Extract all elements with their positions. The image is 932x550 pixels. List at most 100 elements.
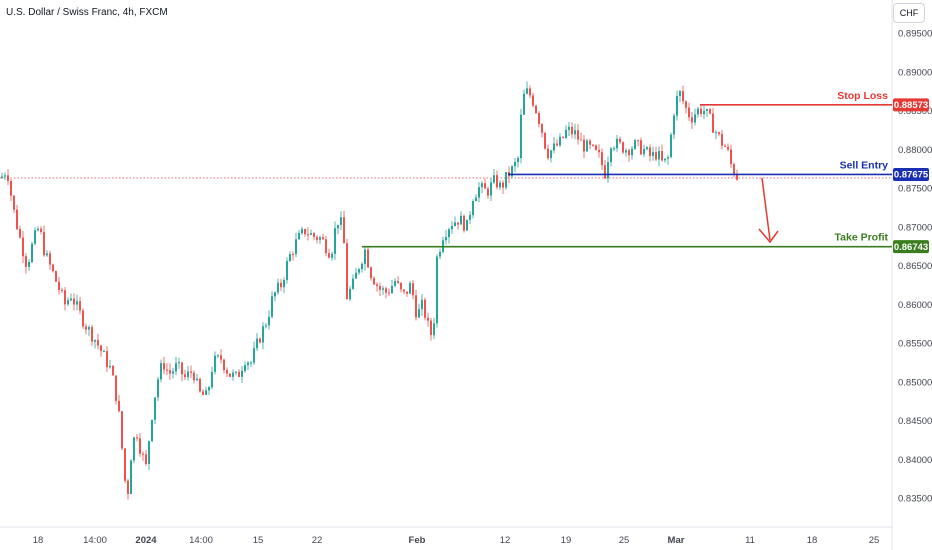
candle — [700, 105, 702, 117]
price-badge — [893, 167, 929, 181]
candle — [100, 344, 102, 357]
candle — [511, 164, 513, 179]
candle — [601, 148, 603, 170]
time-tick: 18 — [807, 535, 818, 546]
candle — [4, 172, 6, 181]
candle — [427, 312, 429, 327]
candle — [184, 369, 186, 380]
candle — [445, 230, 447, 245]
candle — [364, 245, 366, 271]
candle — [592, 144, 594, 147]
candle — [223, 358, 225, 374]
candle — [682, 85, 684, 105]
time-scale[interactable]: 18 14:00 2024 14:00 15 22 Feb 12 19 25 Mar 11 18 25 — [33, 535, 880, 546]
candle — [604, 160, 606, 180]
candle — [376, 282, 378, 292]
candle — [724, 143, 726, 148]
candle — [265, 322, 267, 329]
time-tick: 18 — [33, 535, 44, 546]
candle — [19, 225, 21, 239]
candles — [1, 81, 738, 500]
candle — [487, 186, 489, 200]
candle — [406, 291, 408, 297]
candle — [553, 136, 555, 154]
candle — [250, 360, 252, 367]
price-tick: 0.87500 — [898, 184, 932, 195]
candle — [490, 178, 492, 201]
candle — [61, 287, 63, 294]
candle — [559, 133, 561, 148]
candle — [313, 232, 315, 241]
candle — [607, 156, 609, 183]
price-scale[interactable]: 0.89500 0.89000 0.88500 0.88000 0.87500 0.870… — [898, 29, 932, 505]
candle — [283, 277, 285, 293]
candle — [460, 211, 462, 225]
candle — [664, 158, 666, 163]
currency-button[interactable]: CHF — [893, 3, 925, 23]
candle — [145, 449, 147, 466]
candle — [187, 366, 189, 381]
candle — [10, 178, 12, 202]
level-label: Sell Entry — [840, 159, 889, 171]
candle — [88, 325, 90, 337]
candle — [94, 339, 96, 349]
candle — [208, 385, 210, 395]
candle — [325, 235, 327, 257]
price-tick: 0.89500 — [898, 29, 932, 40]
candle — [76, 294, 78, 311]
candle — [709, 107, 711, 115]
candle — [355, 267, 357, 279]
candle — [463, 214, 465, 233]
candle — [649, 144, 651, 162]
candle — [235, 371, 237, 376]
candle — [565, 125, 567, 140]
candle — [190, 365, 192, 378]
candle — [628, 148, 630, 162]
candle — [112, 364, 114, 376]
candle — [31, 241, 33, 264]
candle — [676, 90, 678, 121]
price-tick: 0.88000 — [898, 145, 932, 156]
candle — [148, 440, 150, 471]
candle — [319, 235, 321, 244]
candle — [259, 337, 261, 344]
candle — [142, 451, 144, 461]
time-tick: 11 — [745, 535, 755, 546]
candle — [418, 303, 420, 319]
candle — [316, 235, 318, 244]
price-badge-value: 0.86743 — [894, 242, 928, 253]
candle — [619, 136, 621, 145]
candle — [685, 100, 687, 114]
candle — [253, 341, 255, 366]
candle — [79, 296, 81, 315]
time-tick: 14:00 — [189, 535, 213, 546]
time-tick: 14:00 — [83, 535, 107, 546]
candle — [451, 220, 453, 234]
time-tick: 2024 — [135, 535, 157, 546]
candle — [163, 356, 165, 375]
candle — [634, 138, 636, 150]
candle — [241, 365, 243, 383]
candle — [151, 419, 153, 443]
candle — [124, 448, 126, 484]
candle — [412, 280, 414, 300]
candle — [232, 369, 234, 381]
candle — [34, 227, 36, 246]
candle — [736, 169, 738, 181]
candle — [70, 293, 72, 302]
candle — [430, 317, 432, 341]
candle — [226, 367, 228, 378]
candle — [271, 291, 273, 319]
candle — [631, 146, 633, 160]
candle — [535, 104, 537, 115]
candle — [454, 216, 456, 227]
candle — [442, 236, 444, 254]
candle — [652, 146, 654, 161]
candle — [352, 274, 354, 290]
candle — [514, 158, 516, 172]
candle — [373, 275, 375, 286]
candle — [661, 144, 663, 162]
candle — [640, 137, 642, 156]
candle — [697, 106, 699, 118]
